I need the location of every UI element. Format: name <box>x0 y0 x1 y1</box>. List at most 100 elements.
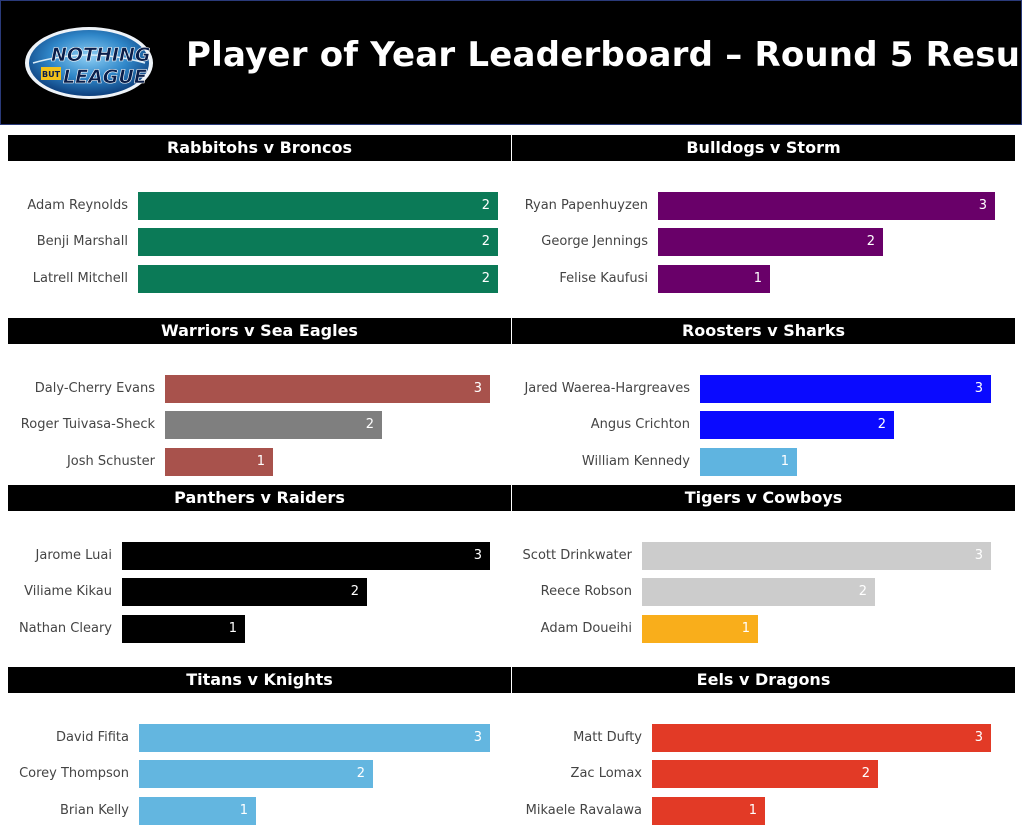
vote-value-label: 2 <box>481 234 490 249</box>
vote-value-label: 3 <box>473 381 482 396</box>
bar-row: George Jennings 2 <box>512 228 1015 256</box>
match-title: Titans v Knights <box>8 667 511 693</box>
bar-row: Angus Crichton 2 <box>512 411 1015 439</box>
bar-row: Roger Tuivasa-Sheck 2 <box>8 411 511 439</box>
match-panel-panthers-v-raiders: Panthers v Raiders Jarome Luai 3 Viliame Ki… <box>8 485 511 650</box>
bar-row: Nathan Cleary 1 <box>8 615 511 643</box>
vote-bar: 3 <box>642 542 991 570</box>
player-name-label: Matt Dufty <box>573 730 642 745</box>
vote-bar: 1 <box>642 615 758 643</box>
vote-bar: 2 <box>138 192 498 220</box>
vote-value-label: 1 <box>239 803 248 818</box>
player-name-label: Brian Kelly <box>59 803 129 818</box>
bar-row: Ryan Papenhuyzen 3 <box>512 192 1015 220</box>
bar-row: Corey Thompson 2 <box>8 760 511 788</box>
player-name-label: Daly-Cherry Evans <box>34 381 155 396</box>
player-name-label: Corey Thompson <box>19 766 129 781</box>
nothing-but-league-logo: NOTHING BUT LEAGUE <box>25 27 153 99</box>
player-name-label: Angus Crichton <box>590 417 690 432</box>
match-title: Panthers v Raiders <box>8 485 511 511</box>
player-name-label: Viliame Kikau <box>24 584 112 599</box>
bar-row: Matt Dufty 3 <box>512 724 1015 752</box>
vote-bar: 3 <box>658 192 995 220</box>
vote-bar: 2 <box>700 411 894 439</box>
bar-row: Felise Kaufusi 1 <box>512 265 1015 293</box>
bar-row: Adam Reynolds 2 <box>8 192 511 220</box>
vote-bar: 3 <box>652 724 991 752</box>
player-name-label: Reece Robson <box>540 584 632 599</box>
bar-row: Scott Drinkwater 3 <box>512 542 1015 570</box>
vote-value-label: 2 <box>356 766 365 781</box>
vote-bar: 2 <box>652 760 878 788</box>
player-name-label: Mikaele Ravalawa <box>525 803 642 818</box>
match-title: Roosters v Sharks <box>512 318 1015 344</box>
vote-bar: 2 <box>138 265 498 293</box>
bar-row: Mikaele Ravalawa 1 <box>512 797 1015 825</box>
bar-row: William Kennedy 1 <box>512 448 1015 476</box>
vote-value-label: 3 <box>473 548 482 563</box>
vote-value-label: 1 <box>748 803 757 818</box>
player-name-label: Zac Lomax <box>570 766 642 781</box>
vote-value-label: 3 <box>974 548 983 563</box>
vote-value-label: 3 <box>473 730 482 745</box>
page-title: Player of Year Leaderboard – Round 5 Res… <box>186 35 1024 75</box>
vote-bar: 2 <box>642 578 875 606</box>
vote-value-label: 3 <box>978 198 987 213</box>
vote-bar: 3 <box>122 542 490 570</box>
bar-row: Adam Doueihi 1 <box>512 615 1015 643</box>
svg-text:LEAGUE: LEAGUE <box>63 66 147 88</box>
vote-value-label: 3 <box>974 381 983 396</box>
vote-value-label: 1 <box>753 271 762 286</box>
bar-row: David Fifita 3 <box>8 724 511 752</box>
player-name-label: Jarome Luai <box>35 548 112 563</box>
vote-value-label: 2 <box>866 234 875 249</box>
bar-row: Latrell Mitchell 2 <box>8 265 511 293</box>
vote-bar: 1 <box>165 448 273 476</box>
vote-bar: 2 <box>122 578 367 606</box>
vote-bar: 3 <box>700 375 991 403</box>
bar-row: Benji Marshall 2 <box>8 228 511 256</box>
bar-row: Josh Schuster 1 <box>8 448 511 476</box>
match-panel-bulldogs-v-storm: Bulldogs v Storm Ryan Papenhuyzen 3 George … <box>512 135 1015 300</box>
player-name-label: William Kennedy <box>581 454 690 469</box>
vote-value-label: 1 <box>780 454 789 469</box>
vote-value-label: 1 <box>741 621 750 636</box>
match-title: Eels v Dragons <box>512 667 1015 693</box>
vote-bar: 3 <box>139 724 490 752</box>
vote-value-label: 3 <box>974 730 983 745</box>
match-title: Bulldogs v Storm <box>512 135 1015 161</box>
vote-value-label: 2 <box>877 417 886 432</box>
player-name-label: Adam Doueihi <box>540 621 632 636</box>
player-name-label: Josh Schuster <box>66 454 155 469</box>
vote-bar: 1 <box>658 265 770 293</box>
vote-bar: 2 <box>658 228 883 256</box>
vote-value-label: 2 <box>350 584 359 599</box>
bar-row: Jarome Luai 3 <box>8 542 511 570</box>
match-panel-roosters-v-sharks: Roosters v Sharks Jared Waerea-Hargreaves… <box>512 318 1015 483</box>
match-panel-eels-v-dragons: Eels v Dragons Matt Dufty 3 Zac Lomax 2 Mikae… <box>512 667 1015 832</box>
match-title: Warriors v Sea Eagles <box>8 318 511 344</box>
match-panel-rabbitohs-v-broncos: Rabbitohs v Broncos Adam Reynolds 2 Benji M… <box>8 135 511 300</box>
player-name-label: Adam Reynolds <box>27 198 128 213</box>
player-name-label: George Jennings <box>541 234 648 249</box>
vote-value-label: 2 <box>858 584 867 599</box>
player-name-label: Jared Waerea-Hargreaves <box>524 381 690 396</box>
player-name-label: Felise Kaufusi <box>559 271 648 286</box>
page-header: NOTHING BUT LEAGUE Player of Year Leader… <box>0 0 1024 125</box>
vote-value-label: 2 <box>481 198 490 213</box>
vote-value-label: 2 <box>481 271 490 286</box>
player-name-label: Benji Marshall <box>36 234 128 249</box>
svg-text:NOTHING: NOTHING <box>51 44 150 66</box>
vote-value-label: 2 <box>365 417 374 432</box>
vote-value-label: 1 <box>256 454 265 469</box>
vote-value-label: 2 <box>861 766 870 781</box>
match-panel-warriors-v-sea-eagles: Warriors v Sea Eagles Daly-Cherry Evans 3 R… <box>8 318 511 483</box>
vote-bar: 1 <box>652 797 765 825</box>
vote-bar: 2 <box>139 760 373 788</box>
vote-bar: 1 <box>122 615 245 643</box>
vote-bar: 2 <box>138 228 498 256</box>
bar-row: Daly-Cherry Evans 3 <box>8 375 511 403</box>
match-panel-tigers-v-cowboys: Tigers v Cowboys Scott Drinkwater 3 Reece R… <box>512 485 1015 650</box>
vote-value-label: 1 <box>228 621 237 636</box>
player-name-label: David Fifita <box>55 730 129 745</box>
